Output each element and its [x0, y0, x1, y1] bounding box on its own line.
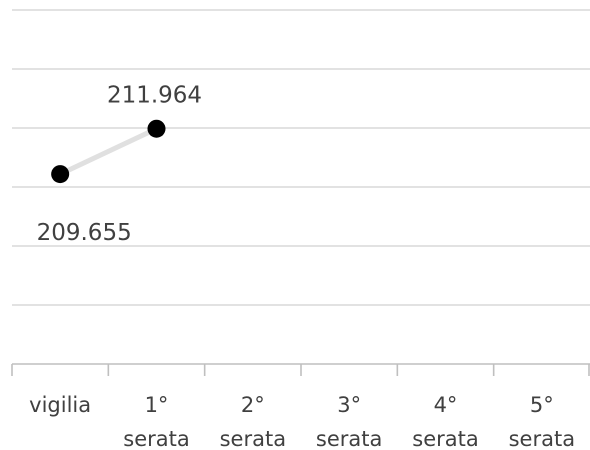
x-axis	[11, 363, 590, 376]
x-tick-label-3-0: 3°	[337, 393, 361, 417]
data-point-1	[147, 119, 166, 138]
x-tick-label-5-0: 5°	[530, 393, 554, 417]
x-tick-label-1-1: serata	[123, 427, 189, 450]
x-tick-labels: vigilia 1° serata 2° serata 3° serata 4° serata 5…	[29, 393, 575, 450]
x-tick-label-5-1: serata	[509, 427, 575, 450]
series	[51, 119, 166, 184]
x-tick-label-3-1: serata	[316, 427, 382, 450]
x-tick-label-2-1: serata	[220, 427, 286, 450]
x-tick-label-1-0: 1°	[145, 393, 169, 417]
x-tick-label-2-0: 2°	[241, 393, 265, 417]
x-tick-label-4-0: 4°	[434, 393, 458, 417]
x-tick-label-4-1: serata	[412, 427, 478, 450]
data-label-1: 211.964	[107, 83, 202, 109]
x-tick-label-0-0: vigilia	[29, 393, 91, 417]
data-labels: 209.655 211.964	[37, 83, 202, 246]
data-point-0	[51, 165, 70, 184]
data-label-0: 209.655	[37, 220, 132, 246]
gridlines	[12, 9, 590, 306]
series-line-segment	[57, 126, 159, 177]
